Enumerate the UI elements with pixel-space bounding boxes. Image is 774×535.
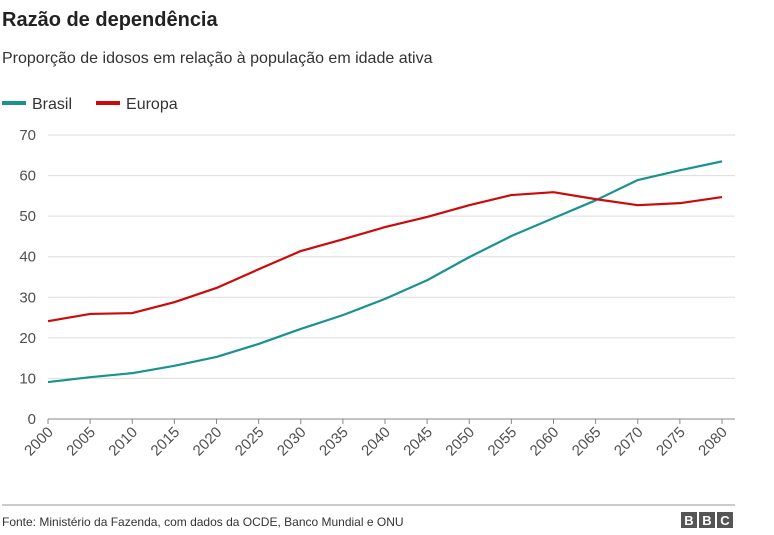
x-tick-label: 2075 bbox=[653, 424, 689, 460]
y-tick-label: 30 bbox=[19, 289, 36, 306]
x-tick-label: 2020 bbox=[190, 424, 226, 460]
x-tick-label: 2045 bbox=[400, 424, 436, 460]
x-tick-label: 2040 bbox=[358, 424, 394, 460]
x-tick-label: 2015 bbox=[148, 424, 184, 460]
y-tick-label: 70 bbox=[19, 127, 36, 144]
series-line bbox=[47, 191, 723, 323]
series-line bbox=[47, 160, 723, 384]
x-tick-label: 2080 bbox=[695, 424, 731, 460]
logo-letter: B bbox=[684, 513, 693, 528]
x-tick-label: 2005 bbox=[63, 424, 99, 460]
logo-box bbox=[699, 512, 715, 528]
x-tick-label: 2065 bbox=[569, 424, 605, 460]
x-tick-label: 2070 bbox=[611, 424, 647, 460]
x-tick-label: 2030 bbox=[274, 424, 310, 460]
y-tick-label: 0 bbox=[28, 411, 36, 428]
y-tick-label: 20 bbox=[19, 330, 36, 347]
chart-title: Razão de dependência bbox=[2, 9, 218, 31]
x-tick-label: 2025 bbox=[232, 424, 268, 460]
x-tick-label: 2035 bbox=[316, 424, 352, 460]
x-tick-label: 2050 bbox=[442, 424, 478, 460]
chart-subtitle: Proporção de idosos em relação à populaç… bbox=[2, 50, 433, 67]
y-tick-label: 50 bbox=[19, 208, 36, 225]
source: Fonte: Ministério da Fazenda, com dados … bbox=[2, 515, 404, 529]
legend-label: Brasil bbox=[32, 96, 72, 113]
y-tick-label: 40 bbox=[19, 249, 36, 266]
x-tick-label: 2000 bbox=[21, 424, 57, 460]
x-tick-label: 2055 bbox=[485, 424, 521, 460]
y-tick-label: 10 bbox=[19, 370, 36, 387]
x-tick-label: 2010 bbox=[105, 424, 141, 460]
legend-label: Europa bbox=[126, 96, 178, 113]
logo-letter: C bbox=[720, 513, 730, 528]
logo-letter: B bbox=[702, 513, 711, 528]
logo-box bbox=[717, 512, 733, 528]
logo-box bbox=[681, 512, 697, 528]
x-tick-label: 2060 bbox=[527, 424, 563, 460]
y-tick-label: 60 bbox=[19, 168, 36, 185]
